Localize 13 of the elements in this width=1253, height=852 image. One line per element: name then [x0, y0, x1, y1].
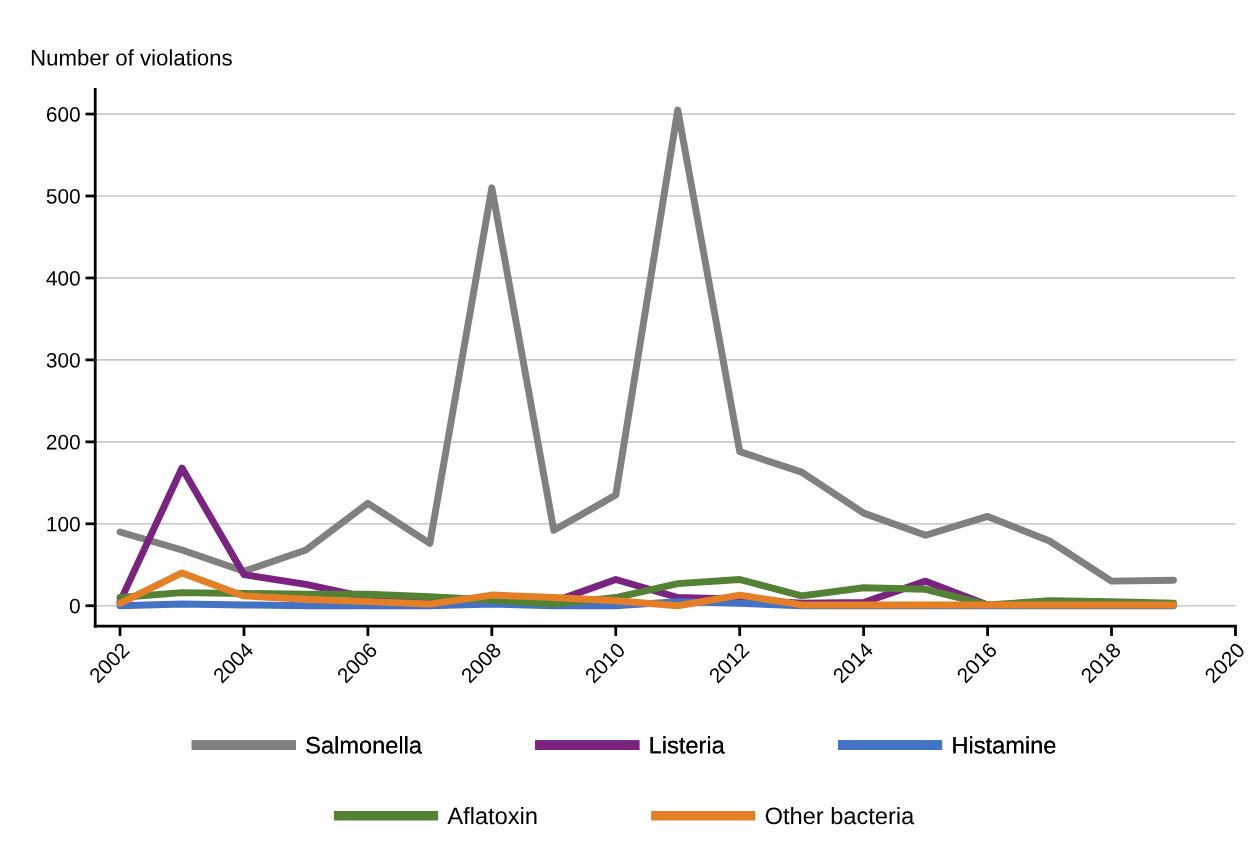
y-tick-label: 0 [69, 598, 80, 614]
legend-label: Salmonella [306, 736, 423, 754]
y-tick-label: 600 [46, 107, 80, 122]
legend-label: Histamine [953, 736, 1056, 754]
y-tick-label: 100 [47, 516, 80, 532]
y-tick-label: 500 [46, 188, 80, 204]
y-tick-label: 300 [46, 352, 80, 368]
y-axis-title: Number of violations [31, 49, 232, 66]
legend-label: Listeria [650, 736, 725, 754]
y-tick-label: 200 [46, 434, 80, 450]
legend-label: Other bacteria [765, 806, 915, 825]
legend-label: Aflatoxin [447, 806, 537, 825]
y-tick-label: 400 [46, 270, 80, 286]
